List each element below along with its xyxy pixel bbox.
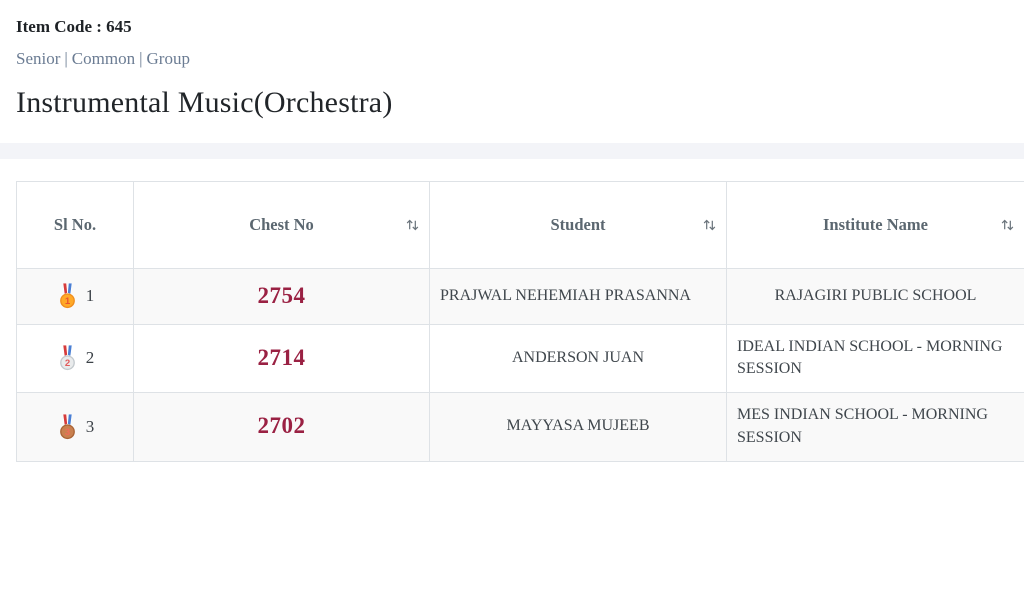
category-links: Senior | Common | Group bbox=[16, 46, 1008, 72]
chest-no-value: 2714 bbox=[133, 323, 430, 394]
column-header-institute[interactable]: Institute Name bbox=[726, 181, 1024, 269]
category-link-group[interactable]: Group bbox=[146, 49, 190, 68]
table-body: 1 1 2754 PRAJWAL NEHEMIAH PRASANNA RAJAGIRI … bbox=[16, 268, 1024, 462]
silver-medal-icon: 2 bbox=[56, 345, 79, 371]
column-header-sl_no: Sl No. bbox=[16, 181, 134, 269]
category-link-common[interactable]: Common bbox=[71, 49, 136, 68]
category-link-senior[interactable]: Senior bbox=[16, 49, 61, 68]
table-row: 3 3 2702 MAYYASA MUJEEB MES INDIAN SCHOOL - … bbox=[16, 392, 1024, 462]
column-label: Sl No. bbox=[53, 215, 97, 234]
bronze-medal-icon: 3 bbox=[56, 413, 79, 440]
column-label: Student bbox=[550, 215, 606, 234]
institute-name: IDEAL INDIAN SCHOOL - MORNING SESSION bbox=[726, 323, 1024, 394]
table-head: Sl No. Chest No Student Institute Name bbox=[16, 181, 1024, 269]
header-row: Sl No. Chest No Student Institute Name bbox=[16, 181, 1024, 269]
institute-name: RAJAGIRI PUBLIC SCHOOL bbox=[726, 268, 1024, 325]
table-row: 2 2 2714 ANDERSON JUAN IDEAL INDIAN SCHOOL -… bbox=[16, 323, 1024, 394]
svg-text:3: 3 bbox=[65, 427, 70, 438]
results-table: Sl No. Chest No Student Institute Name 1 1 27… bbox=[16, 181, 1024, 462]
column-label: Institute Name bbox=[823, 215, 928, 234]
page: Item Code : 645 Senior | Common | Group Inst… bbox=[0, 0, 1024, 462]
student-name: MAYYASA MUJEEB bbox=[429, 392, 727, 462]
chest-no-value: 2702 bbox=[133, 392, 430, 462]
rank-label: 3 bbox=[85, 416, 95, 436]
sort-icon[interactable] bbox=[405, 218, 420, 233]
column-header-student[interactable]: Student bbox=[429, 181, 727, 269]
chest-no-value: 2754 bbox=[133, 268, 430, 325]
column-label: Chest No bbox=[249, 215, 314, 234]
rank-label: 1 bbox=[85, 286, 95, 306]
divider-band bbox=[0, 143, 1024, 159]
header-card: Item Code : 645 Senior | Common | Group Inst… bbox=[0, 0, 1024, 143]
institute-name: MES INDIAN SCHOOL - MORNING SESSION bbox=[726, 392, 1024, 462]
table-row: 1 1 2754 PRAJWAL NEHEMIAH PRASANNA RAJAGIRI … bbox=[16, 268, 1024, 325]
main-area: Sl No. Chest No Student Institute Name 1 1 27… bbox=[0, 159, 1024, 462]
item-code-label: Item Code : 645 bbox=[16, 17, 132, 36]
page-title: Instrumental Music(Orchestra) bbox=[16, 86, 393, 119]
category-separator: | bbox=[139, 49, 143, 68]
student-name: ANDERSON JUAN bbox=[429, 323, 727, 394]
student-name: PRAJWAL NEHEMIAH PRASANNA bbox=[429, 268, 727, 325]
sort-icon[interactable] bbox=[702, 218, 717, 233]
svg-text:1: 1 bbox=[65, 296, 71, 307]
column-header-chest_no[interactable]: Chest No bbox=[133, 181, 430, 269]
svg-text:2: 2 bbox=[65, 359, 70, 370]
sort-icon[interactable] bbox=[1000, 218, 1015, 233]
rank-label: 2 bbox=[85, 348, 95, 368]
category-separator: | bbox=[64, 49, 68, 68]
gold-medal-icon: 1 bbox=[56, 283, 79, 309]
